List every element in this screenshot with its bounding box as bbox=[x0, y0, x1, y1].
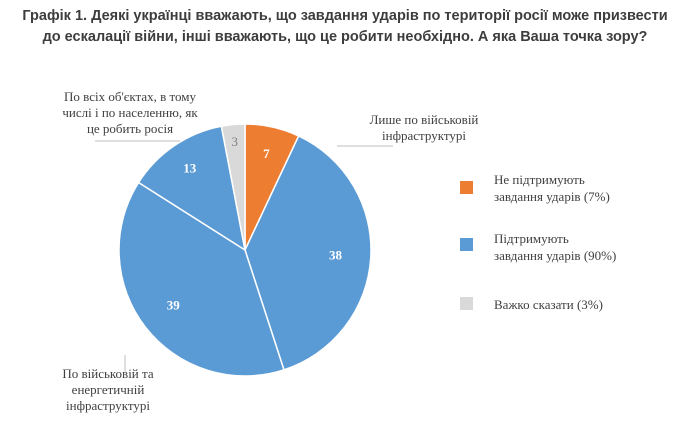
slice-military-energy bbox=[118, 181, 285, 377]
legend-item-support: Підтримують завдання ударів (90%) bbox=[460, 231, 616, 263]
callout-military-only: Лише по військовій інфраструктурі bbox=[370, 112, 479, 143]
legend-swatch bbox=[460, 297, 473, 310]
callout-text: інфраструктурі bbox=[66, 398, 150, 413]
slice-value-label: 38 bbox=[329, 248, 343, 263]
chart-title-line-1: Графік 1. Деякі українці вважають, що за… bbox=[22, 8, 668, 24]
callout-text: Лише по військовій bbox=[370, 112, 479, 127]
slice-all-objects bbox=[137, 125, 247, 252]
legend-item-not-support: Не підтримують завдання ударів (7%) bbox=[460, 172, 610, 204]
chart-title: Графік 1. Деякі українці вважають, що за… bbox=[0, 6, 690, 48]
slice-hard-to-say bbox=[220, 123, 246, 251]
callout-text: інфраструктурі bbox=[382, 128, 466, 143]
pie-slices bbox=[118, 123, 372, 377]
callout-text: це робить росія bbox=[87, 121, 173, 136]
legend-swatch bbox=[460, 238, 473, 251]
pie-value-labels: 7 38 39 13 3 bbox=[167, 134, 343, 313]
legend-label: Важко сказати (3%) bbox=[494, 297, 603, 312]
legend: Не підтримують завдання ударів (7%) Підт… bbox=[460, 172, 616, 312]
legend-label: завдання ударів (7%) bbox=[494, 189, 610, 204]
callout-all-objects: По всіх об'єктах, в тому числі і по насе… bbox=[62, 89, 198, 136]
callout-military-energy: По військовій та енергетичній інфраструк… bbox=[62, 366, 153, 413]
legend-swatch bbox=[460, 181, 473, 194]
callout-text: енергетичній bbox=[72, 382, 145, 397]
legend-label: Підтримують bbox=[494, 231, 569, 246]
callout-leaders bbox=[95, 140, 393, 372]
slice-value-label: 7 bbox=[263, 146, 270, 161]
callout-text: числі і по населенню, як bbox=[62, 105, 198, 120]
legend-item-hard-to-say: Важко сказати (3%) bbox=[460, 297, 603, 312]
callout-text: По всіх об'єктах, в тому bbox=[64, 89, 196, 104]
slice-value-label: 39 bbox=[167, 298, 181, 313]
legend-label: завдання ударів (90%) bbox=[494, 248, 616, 263]
slice-value-label: 13 bbox=[183, 161, 197, 176]
slice-value-label: 3 bbox=[232, 134, 239, 149]
slice-military-only bbox=[244, 134, 372, 371]
chart-title-line-2: до ескалації війни, інші вважають, що це… bbox=[42, 29, 648, 45]
legend-label: Не підтримують bbox=[494, 172, 585, 187]
callout-text: По військовій та bbox=[62, 366, 153, 381]
